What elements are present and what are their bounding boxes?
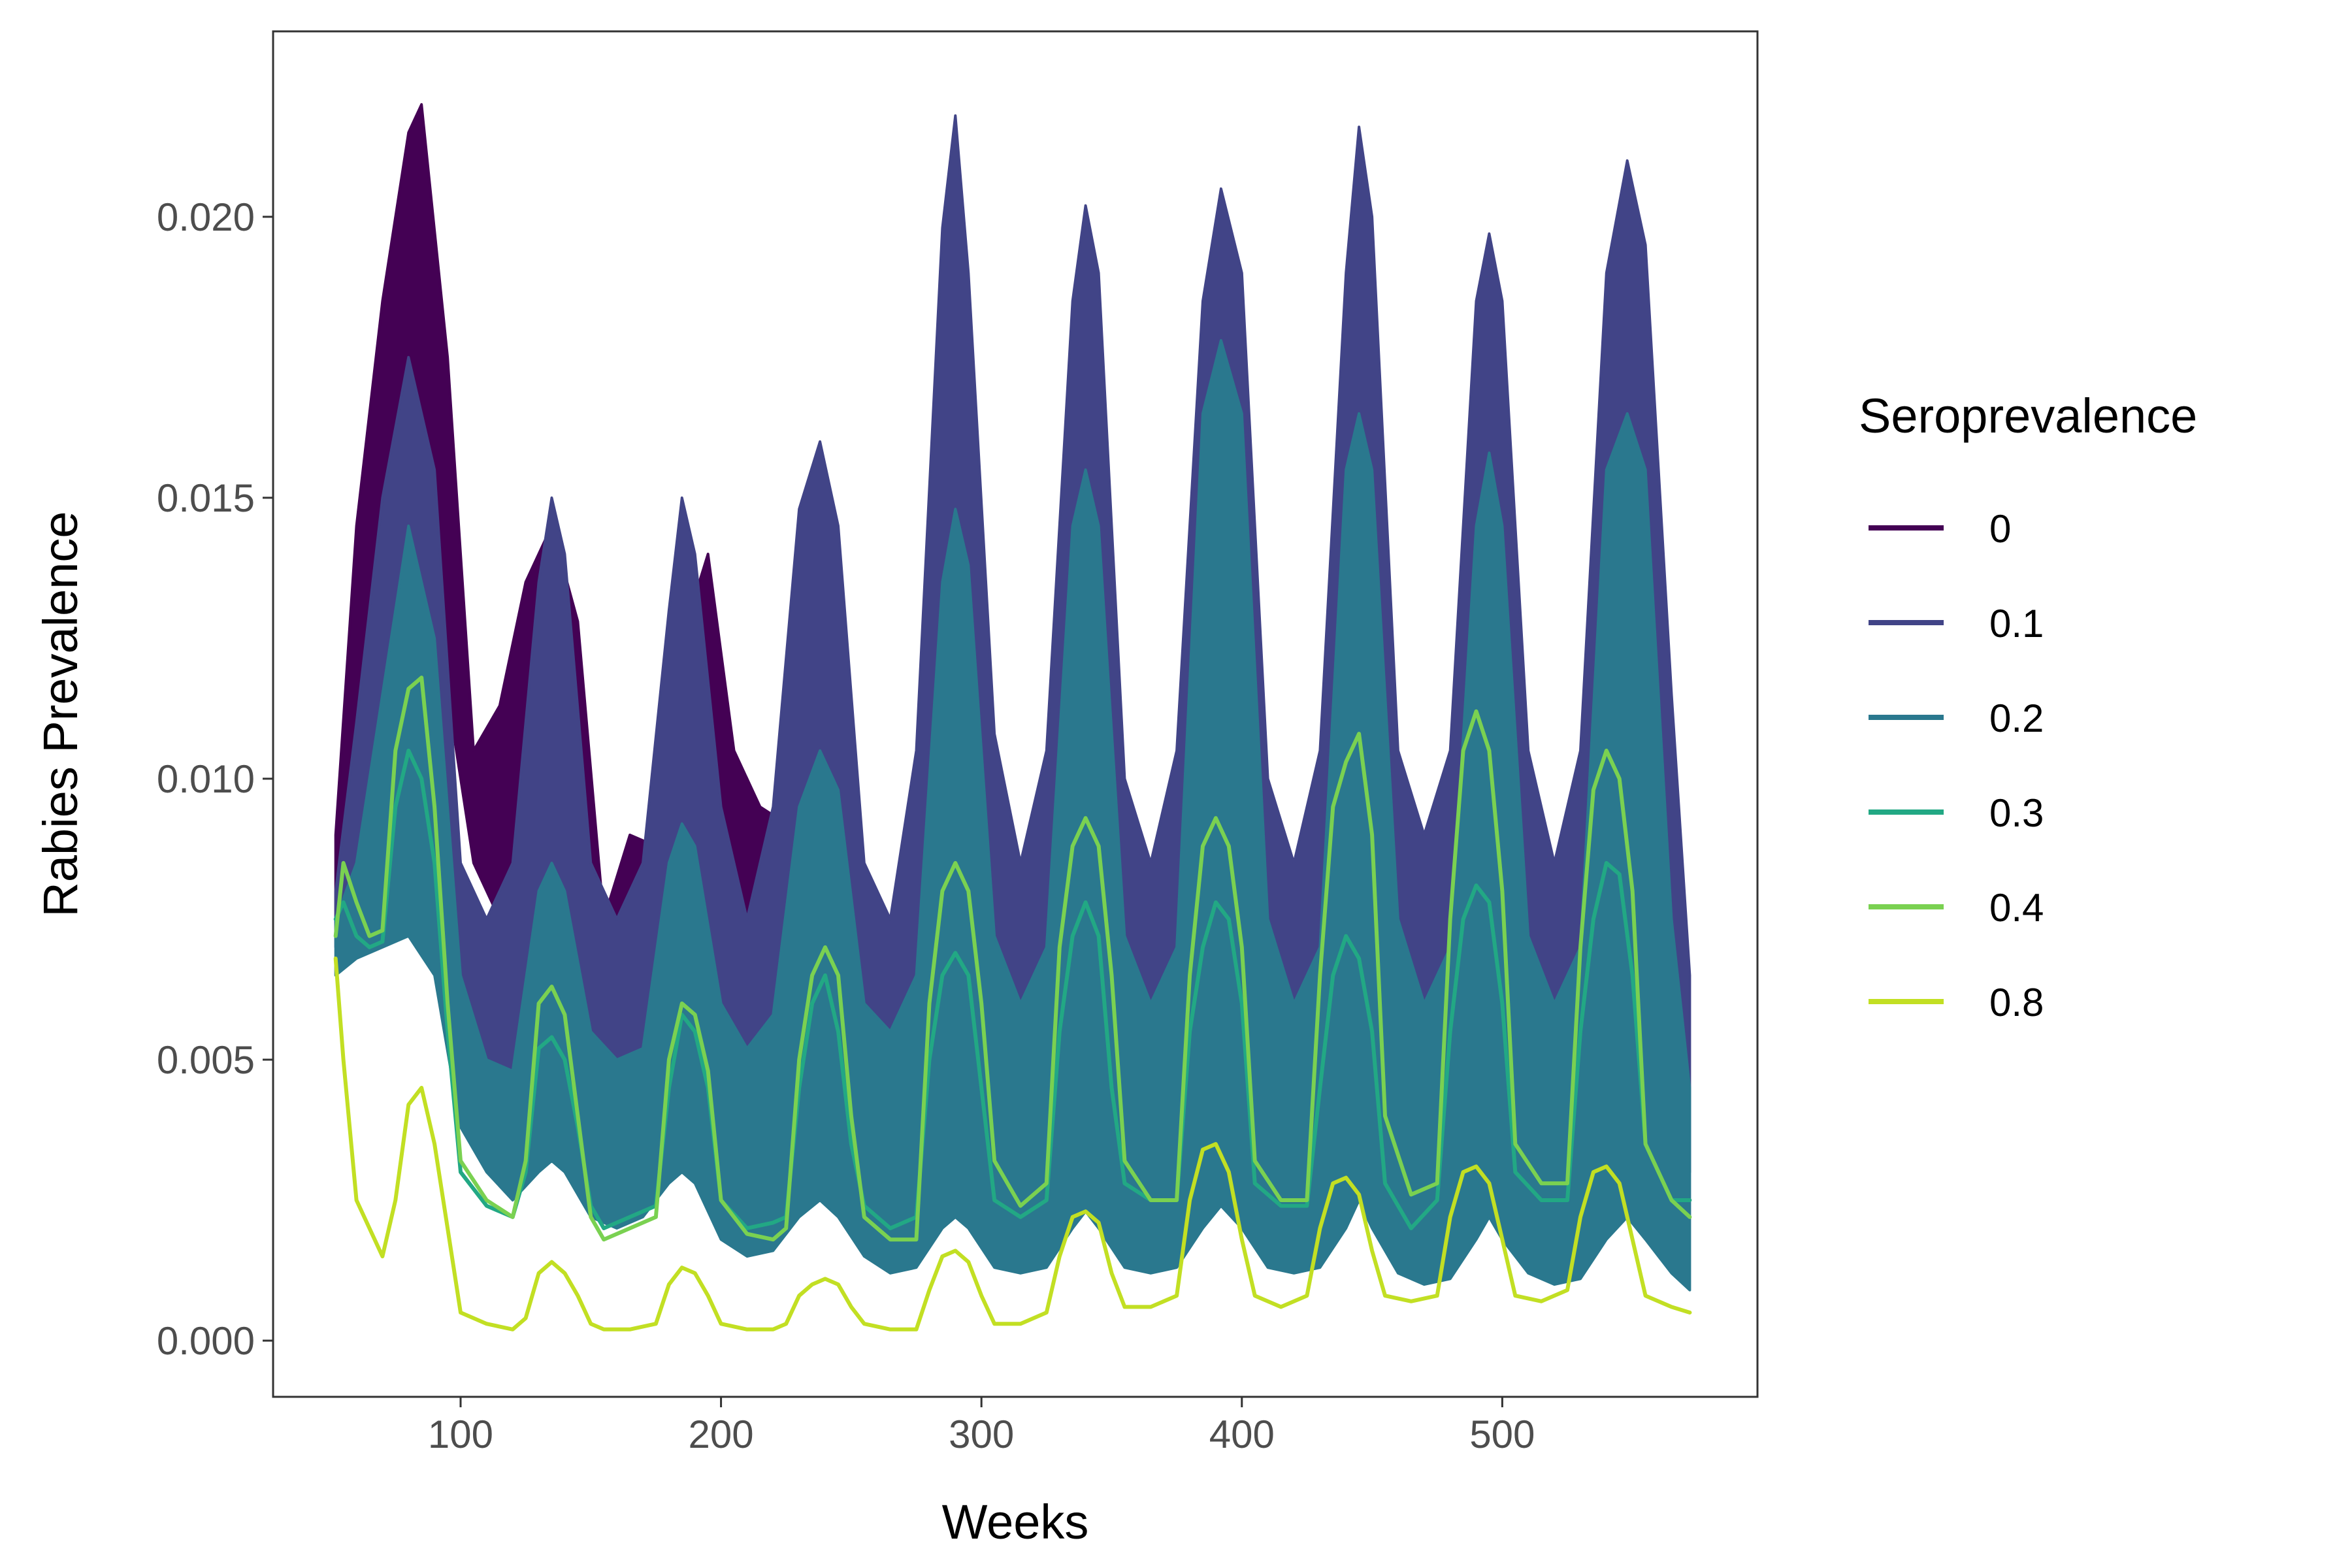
legend-label: 0.8 [1989, 981, 2044, 1024]
series-line-0.4 [333, 676, 1692, 1242]
legend-label: 0.1 [1989, 602, 2044, 645]
legend-item: 0.2 [1869, 696, 2044, 740]
legend-item: 0.1 [1869, 602, 2044, 645]
x-tick-label: 500 [1469, 1413, 1535, 1456]
x-axis-title: Weeks [942, 1495, 1089, 1549]
legend: Seroprevalence 0 0.1 0.2 0.3 0.4 0.8 [1859, 389, 2197, 1024]
x-tick-label: 400 [1209, 1413, 1275, 1456]
legend-title: Seroprevalence [1859, 389, 2197, 443]
series-layer [333, 103, 1692, 1331]
series-line-0.3 [333, 748, 1692, 1230]
x-tick-label: 200 [689, 1413, 754, 1456]
x-tick-label: 100 [428, 1413, 493, 1456]
legend-item: 0.8 [1869, 981, 2044, 1024]
legend-item: 0.3 [1869, 791, 2044, 835]
legend-item: 0 [1869, 507, 2011, 551]
y-tick-label: 0.015 [157, 476, 255, 520]
y-tick-label: 0.010 [157, 757, 255, 801]
legend-label: 0.4 [1989, 886, 2044, 930]
legend-label: 0.3 [1989, 791, 2044, 835]
panel-border [272, 30, 1759, 1398]
x-axis: 100 200 300 400 500 [428, 1397, 1535, 1456]
y-tick-label: 0.005 [157, 1038, 255, 1082]
series-0.8 [333, 956, 1692, 1331]
series-0.3 [333, 748, 1692, 1230]
legend-item: 0.4 [1869, 886, 2044, 930]
x-tick-label: 300 [949, 1413, 1014, 1456]
legend-label: 0.2 [1989, 696, 2044, 740]
y-tick-label: 0.000 [157, 1319, 255, 1363]
legend-label: 0 [1989, 507, 2011, 551]
series-line-0.8 [333, 956, 1692, 1331]
y-axis: 0.000 0.005 0.010 0.015 0.020 [157, 195, 273, 1363]
series-0.4 [333, 676, 1692, 1242]
y-axis-title: Rabies Prevalence [33, 511, 88, 917]
y-tick-label: 0.020 [157, 195, 255, 239]
